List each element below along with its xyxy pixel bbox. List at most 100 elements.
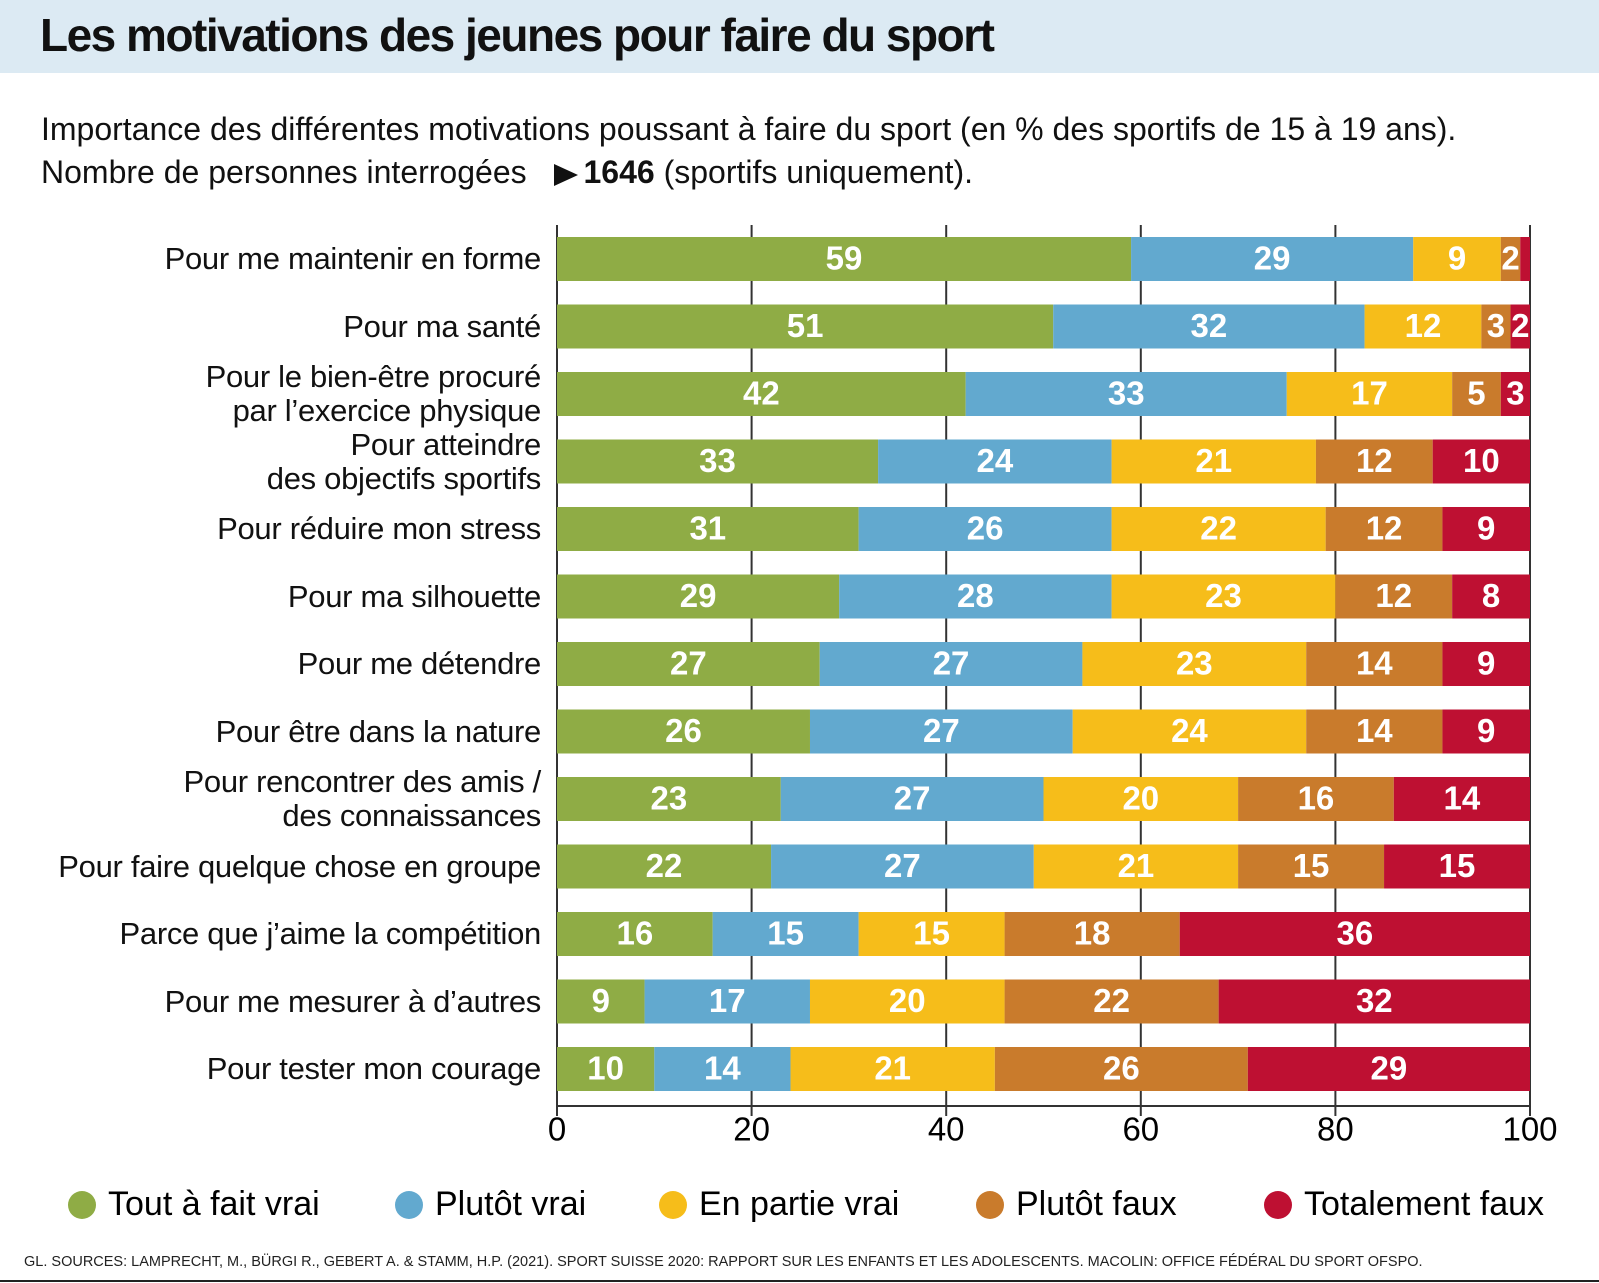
bar-segment <box>1043 777 1239 821</box>
bar-segment <box>1179 912 1530 956</box>
x-tick-label: 40 <box>928 1111 965 1148</box>
value-label: 21 <box>874 1050 911 1087</box>
value-label: 12 <box>1405 307 1442 344</box>
bar-segment <box>557 844 772 889</box>
note: Nombre de personnes interrogées 1646 (sp… <box>41 151 1456 194</box>
bar-segment <box>557 912 713 956</box>
bar-segment <box>1452 574 1530 619</box>
x-tick-label: 20 <box>733 1111 770 1148</box>
bar-segment <box>1111 439 1316 484</box>
category-label: Pour le bien-être procuré par l’exercice… <box>205 359 542 428</box>
note-prefix: Nombre de personnes interrogées <box>41 154 527 190</box>
bar-segment <box>1364 304 1482 349</box>
bar-segment <box>1004 979 1219 1024</box>
value-label: 9 <box>1477 712 1495 749</box>
value-label: 29 <box>680 577 717 614</box>
value-label: 3 <box>1506 375 1524 412</box>
bar-segment <box>1325 507 1443 551</box>
value-label: 36 <box>1337 915 1374 952</box>
category-label: Pour ma santé <box>343 308 541 344</box>
bar-segment <box>1053 304 1365 349</box>
value-label: 26 <box>967 510 1004 547</box>
bar-segment <box>557 574 840 619</box>
value-label: 51 <box>787 307 824 344</box>
chart-title: Les motivations des jeunes pour faire du… <box>40 9 995 61</box>
value-label: 14 <box>1356 645 1393 682</box>
value-label: 15 <box>1293 847 1330 884</box>
category-label: Pour réduire mon stress <box>217 511 541 546</box>
value-label: 5 <box>1467 375 1485 412</box>
category-label: Pour me détendre <box>297 646 542 681</box>
bar-segment <box>1335 574 1453 619</box>
bar-segment <box>780 777 1044 821</box>
bar-segment <box>1004 912 1180 956</box>
bar-segment <box>858 507 1112 551</box>
bar-segment <box>644 979 810 1024</box>
bar-segment <box>1072 709 1307 754</box>
value-label: 9 <box>1448 240 1466 277</box>
value-label: 8 <box>1482 577 1500 614</box>
value-label: 29 <box>1371 1050 1408 1087</box>
bar-segment <box>1306 642 1443 686</box>
bar-segment <box>790 1047 995 1091</box>
bar-segment <box>878 439 1112 484</box>
legend-label: Plutôt faux <box>1016 1185 1177 1223</box>
value-label: 12 <box>1375 577 1412 614</box>
category-label: Pour me mesurer à d’autres <box>164 983 542 1019</box>
value-label: 23 <box>1176 645 1213 682</box>
bar-segment <box>1315 439 1433 484</box>
bar-segment <box>557 237 1132 281</box>
bar-segment <box>557 439 879 484</box>
bar-segment <box>1218 979 1530 1024</box>
value-label: 12 <box>1366 510 1403 547</box>
note-suffix: (sportifs uniquement). <box>663 154 974 190</box>
value-label: 21 <box>1195 442 1232 479</box>
subtitle: Importance des différentes motivations p… <box>41 111 1457 147</box>
value-label: 27 <box>884 847 921 884</box>
bar-segment <box>557 507 859 551</box>
bar-segment <box>1393 777 1530 821</box>
value-label: 27 <box>923 712 960 749</box>
bar-segment <box>1286 372 1453 416</box>
bar-segment <box>1247 1047 1530 1091</box>
value-label: 15 <box>1439 847 1476 884</box>
bar-segment <box>1432 439 1530 484</box>
bar-segment <box>557 642 820 686</box>
category-label: Pour me maintenir en forme <box>164 241 542 276</box>
bar-segment <box>1111 574 1336 619</box>
bar-segment <box>1238 777 1394 821</box>
category-label: Pour ma silhouette <box>287 578 541 614</box>
value-label: 33 <box>699 442 736 479</box>
bar-segment <box>839 574 1112 619</box>
bar-segment <box>965 372 1287 416</box>
bar-segment <box>557 1047 655 1091</box>
bar-segment <box>1082 642 1307 686</box>
arrow-icon <box>553 163 578 186</box>
bar-segment <box>1510 304 1530 349</box>
legend-marker <box>976 1191 1004 1219</box>
x-tick-label: 60 <box>1122 1111 1159 1148</box>
value-label: 18 <box>1074 915 1111 952</box>
x-tick-label: 80 <box>1317 1111 1354 1148</box>
bar-segment <box>1520 237 1530 281</box>
value-label: 21 <box>1118 847 1155 884</box>
value-label: 33 <box>1108 375 1145 412</box>
bar-segment <box>654 1047 791 1091</box>
value-label: 24 <box>976 442 1013 479</box>
bar-segment <box>557 777 781 821</box>
value-label: 22 <box>1200 510 1237 547</box>
title-band <box>0 0 1599 73</box>
legend-marker <box>659 1191 687 1219</box>
bar-segment <box>1500 237 1521 281</box>
category-label: Pour atteindre des objectifs sportifs <box>266 426 542 496</box>
value-label: 26 <box>1103 1050 1140 1087</box>
bar-segment <box>1131 237 1414 281</box>
subtitle-block: Importance des différentes motivations p… <box>41 108 1456 194</box>
bar-segment <box>557 709 810 754</box>
bar-segment <box>858 912 1005 956</box>
source: GL. SOURCES: LAMPRECHT, M., BÜRGI R., GE… <box>24 1252 1423 1270</box>
value-label: 9 <box>1477 645 1495 682</box>
value-label: 1 <box>1531 240 1549 277</box>
category-label: Pour tester mon courage <box>206 1051 542 1086</box>
